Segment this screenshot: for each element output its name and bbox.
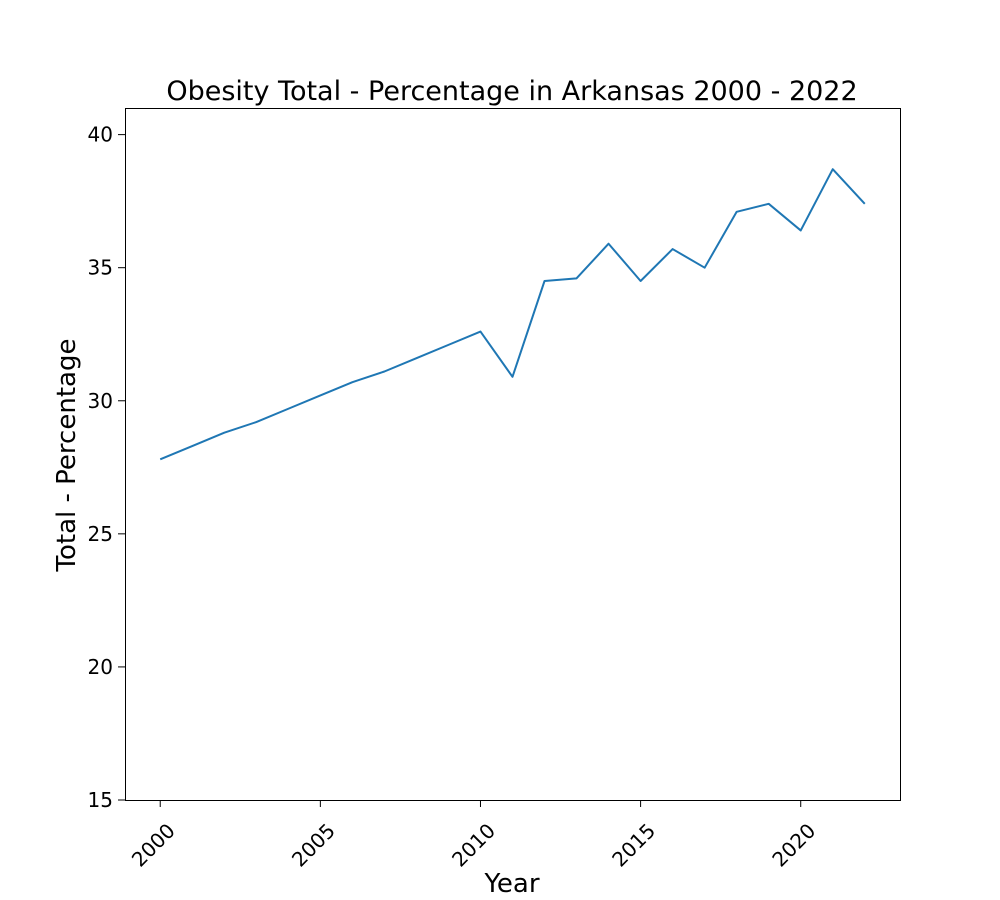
y-tick-label: 20 (88, 655, 113, 679)
y-axis-ticks: 15 20 25 30 35 40 (88, 123, 125, 812)
y-tick-label: 25 (88, 522, 113, 546)
series-layer (159, 168, 866, 461)
y-axis-label: Total - Percentage (52, 339, 82, 573)
y-tick-label: 40 (88, 123, 113, 147)
plot-frame (125, 108, 901, 801)
x-axis-label: Year (483, 869, 539, 899)
y-tick-label: 30 (88, 389, 113, 413)
y-tick-label: 15 (88, 788, 113, 812)
y-tick-label: 35 (88, 256, 113, 280)
chart-title: Obesity Total - Percentage in Arkansas 2… (166, 76, 857, 107)
series-line (159, 168, 866, 461)
